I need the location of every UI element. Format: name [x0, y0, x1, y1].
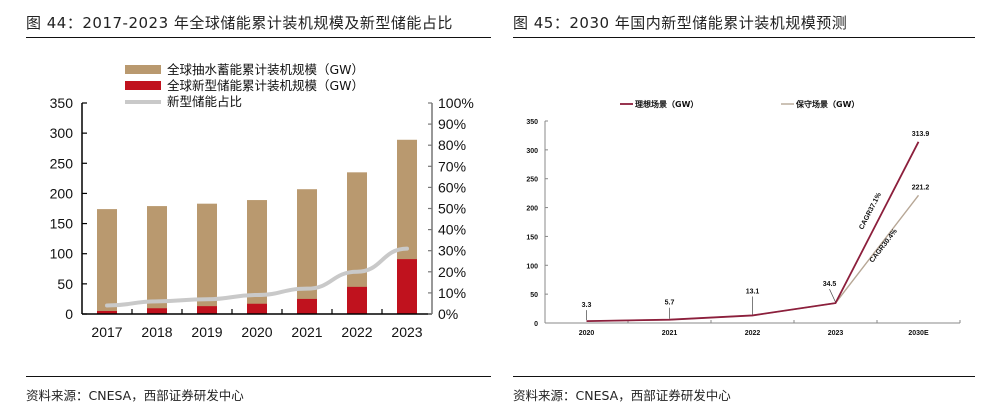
bar-new-storage-2022 [347, 286, 367, 314]
y-tick-label: 50 [530, 292, 538, 299]
y-tick-label: 0 [65, 306, 73, 322]
y-tick-label: 0 [534, 321, 538, 328]
y2-tick-label: 10% [438, 285, 466, 301]
bar-new-storage-2019 [197, 306, 217, 314]
left-title-rule [26, 37, 491, 38]
bar-pumped-hydro-2019 [197, 203, 217, 314]
x-tick-label: 2017 [91, 324, 122, 340]
bar-pumped-hydro-2020 [247, 200, 267, 314]
y-tick-label: 250 [50, 155, 74, 171]
y-tick-label: 150 [526, 234, 538, 241]
y2-tick-label: 70% [438, 158, 466, 174]
bar-pumped-hydro-2022 [347, 172, 367, 314]
bar-new-storage-2023 [397, 259, 417, 314]
y-tick-label: 100 [50, 246, 74, 262]
x-tick-label: 2020 [241, 324, 272, 340]
y2-tick-label: 0% [438, 306, 458, 322]
data-label: 5.7 [665, 300, 675, 307]
y-tick-label: 300 [50, 125, 74, 141]
x-tick-label: 2023 [828, 330, 844, 337]
y2-tick-label: 50% [438, 201, 466, 217]
legend-label-pumped-hydro: 全球抽水蓄能累计装机规模（GW） [167, 62, 364, 77]
x-tick-label: 2022 [745, 330, 761, 337]
right-source-note: 资料来源：CNESA，西部证券研发中心 [513, 388, 731, 403]
data-label-conservative-2030: 221.2 [912, 184, 930, 191]
legend-swatch-pumped-hydro [125, 65, 161, 74]
x-tick-label: 2022 [341, 324, 372, 340]
y-tick-label: 150 [50, 216, 74, 232]
bar-pumped-hydro-2018 [147, 206, 167, 314]
data-label-leader [829, 288, 836, 303]
y2-tick-label: 60% [438, 179, 466, 195]
left-footer-rule [26, 376, 491, 377]
bar-new-storage-2017 [97, 310, 117, 314]
legend-label-ideal: 理想场景（GW） [635, 99, 698, 109]
y2-tick-label: 80% [438, 137, 466, 153]
legend-label-share: 新型储能占比 [167, 94, 242, 109]
y-tick-label: 350 [50, 95, 74, 111]
annotation-cagr-conservative: CAGR30.4% [869, 227, 900, 264]
x-tick-label: 2020 [579, 330, 595, 337]
legend-label-conservative: 保守场景（GW） [795, 99, 859, 109]
x-tick-label: 2023 [391, 324, 422, 340]
bar-pumped-hydro-2017 [97, 209, 117, 314]
data-label-ideal-2030: 313.9 [912, 131, 930, 138]
y2-tick-label: 20% [438, 264, 466, 280]
legend-swatch-new-storage [125, 81, 161, 90]
y-tick-label: 300 [526, 148, 538, 155]
x-tick-label: 2019 [191, 324, 222, 340]
y2-tick-label: 90% [438, 116, 466, 132]
right-title-rule [513, 37, 975, 38]
x-tick-label: 2021 [291, 324, 322, 340]
data-label: 3.3 [582, 302, 592, 309]
y2-tick-label: 100% [438, 95, 474, 111]
y2-tick-label: 30% [438, 243, 466, 259]
bar-pumped-hydro-2021 [297, 189, 317, 314]
data-label: 34.5 [823, 281, 837, 288]
right-footer-rule [513, 376, 975, 377]
annotation-cagr-ideal: CAGR37.1% [858, 191, 883, 231]
line-new-storage-share [105, 246, 409, 308]
left-source-note: 资料来源：CNESA，西部证券研发中心 [26, 388, 244, 403]
bar-new-storage-2020 [247, 303, 267, 314]
x-tick-label: 2030E [908, 330, 929, 337]
y-tick-label: 100 [526, 263, 538, 270]
y-tick-label: 200 [526, 206, 538, 213]
y-tick-label: 350 [526, 119, 538, 126]
x-tick-label: 2021 [662, 330, 678, 337]
left-chart-title: 图 44：2017-2023 年全球储能累计装机规模及新型储能占比 [26, 14, 453, 32]
y2-tick-label: 40% [438, 222, 466, 238]
y-tick-label: 200 [50, 185, 74, 201]
x-tick-label: 2018 [141, 324, 172, 340]
bar-new-storage-2021 [297, 298, 317, 314]
y-tick-label: 50 [57, 276, 73, 292]
data-label: 13.1 [746, 288, 760, 295]
legend-label-new-storage: 全球新型储能累计装机规模（GW） [167, 78, 364, 93]
line-ideal-scenario [586, 141, 920, 322]
bar-new-storage-2018 [147, 308, 167, 314]
y-tick-label: 250 [526, 177, 538, 184]
right-chart-title: 图 45：2030 年国内新型储能累计装机规模预测 [513, 14, 848, 32]
